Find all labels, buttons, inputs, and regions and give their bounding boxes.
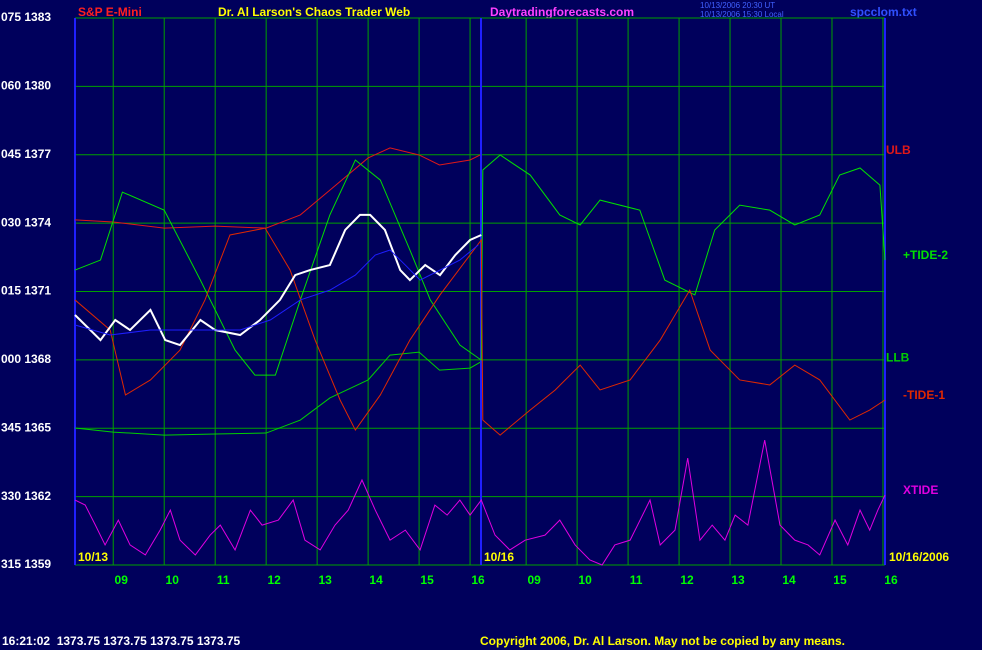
plot-area: 075 1383 060 1380 045 1377 030 1374 015 1371… [1, 10, 948, 587]
site: Daytradingforecasts.com [490, 5, 634, 19]
timestamp-local: 10/13/2006 15:30 Local [700, 10, 784, 19]
date-label: 10/16 [484, 550, 514, 564]
y-tick-label: 060 1380 [1, 79, 51, 93]
y-tick-label: 075 1383 [1, 10, 51, 24]
x-tick-label: 14 [782, 573, 796, 587]
series-line [74, 244, 479, 336]
timestamp-ut: 10/13/2006 20:30 UT [700, 1, 775, 10]
y-tick-label: 030 1374 [1, 215, 51, 229]
x-tick-label: 09 [115, 573, 129, 587]
file-name: spcclom.txt [850, 5, 917, 19]
x-tick-label: 14 [369, 573, 383, 587]
y-tick-label: 345 1365 [1, 420, 51, 434]
series-line [74, 351, 481, 436]
series-line [74, 154, 886, 376]
x-tick-label: 16 [884, 573, 898, 587]
series-line [74, 213, 482, 347]
date-label: 10/16/2006 [889, 550, 949, 564]
y-tick-label: 045 1377 [1, 147, 51, 161]
series-line [74, 147, 481, 229]
legend-label: LLB [886, 350, 910, 364]
x-tick-label: 09 [527, 573, 541, 587]
series-line [74, 440, 886, 566]
x-tick-label: 11 [217, 573, 230, 587]
series-line [74, 227, 886, 436]
x-tick-label: 11 [630, 573, 643, 587]
x-tick-label: 10 [166, 573, 180, 587]
legend-label: ULB [886, 143, 911, 157]
y-tick-label: 330 1362 [1, 489, 51, 503]
x-tick-label: 13 [318, 573, 332, 587]
x-tick-label: 16 [471, 573, 485, 587]
legend-label: +TIDE-2 [903, 248, 948, 262]
x-tick-label: 15 [420, 573, 434, 587]
x-tick-label: 13 [731, 573, 745, 587]
x-tick-label: 10 [578, 573, 592, 587]
status-line: 16:21:02 1373.75 1373.75 1373.75 1373.75 [2, 634, 241, 648]
x-tick-label: 15 [833, 573, 847, 587]
legend-label: -TIDE-1 [903, 388, 945, 402]
x-tick-label: 12 [267, 573, 281, 587]
x-tick-label: 12 [680, 573, 694, 587]
date-label: 10/13 [78, 550, 108, 564]
y-tick-label: 015 1371 [1, 284, 51, 298]
copyright: Copyright 2006, Dr. Al Larson. May not b… [480, 634, 845, 648]
y-tick-label: 000 1368 [1, 352, 51, 366]
legend-label: XTIDE [903, 483, 938, 497]
chart-title: Dr. Al Larson's Chaos Trader Web [218, 5, 410, 19]
y-tick-label: 315 1359 [1, 557, 51, 571]
symbol: S&P E-Mini [78, 5, 142, 19]
